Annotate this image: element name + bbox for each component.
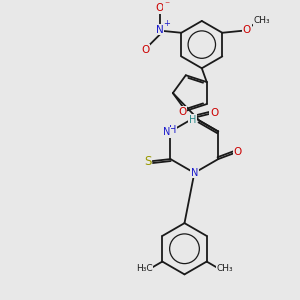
Text: N: N xyxy=(156,25,164,35)
Text: N: N xyxy=(191,168,198,178)
Text: ⁻: ⁻ xyxy=(164,0,169,10)
Text: O: O xyxy=(155,3,164,13)
Text: CH₃: CH₃ xyxy=(216,264,233,273)
Text: O: O xyxy=(179,107,187,117)
Text: H₃C: H₃C xyxy=(136,264,153,273)
Text: O: O xyxy=(234,147,242,157)
Text: H: H xyxy=(169,124,176,134)
Text: O: O xyxy=(210,108,218,118)
Text: H: H xyxy=(189,115,196,125)
Text: N: N xyxy=(163,128,170,137)
Text: O: O xyxy=(243,25,251,35)
Text: S: S xyxy=(144,154,152,167)
Text: +: + xyxy=(163,20,170,28)
Text: O: O xyxy=(142,44,150,55)
Text: CH₃: CH₃ xyxy=(254,16,270,26)
